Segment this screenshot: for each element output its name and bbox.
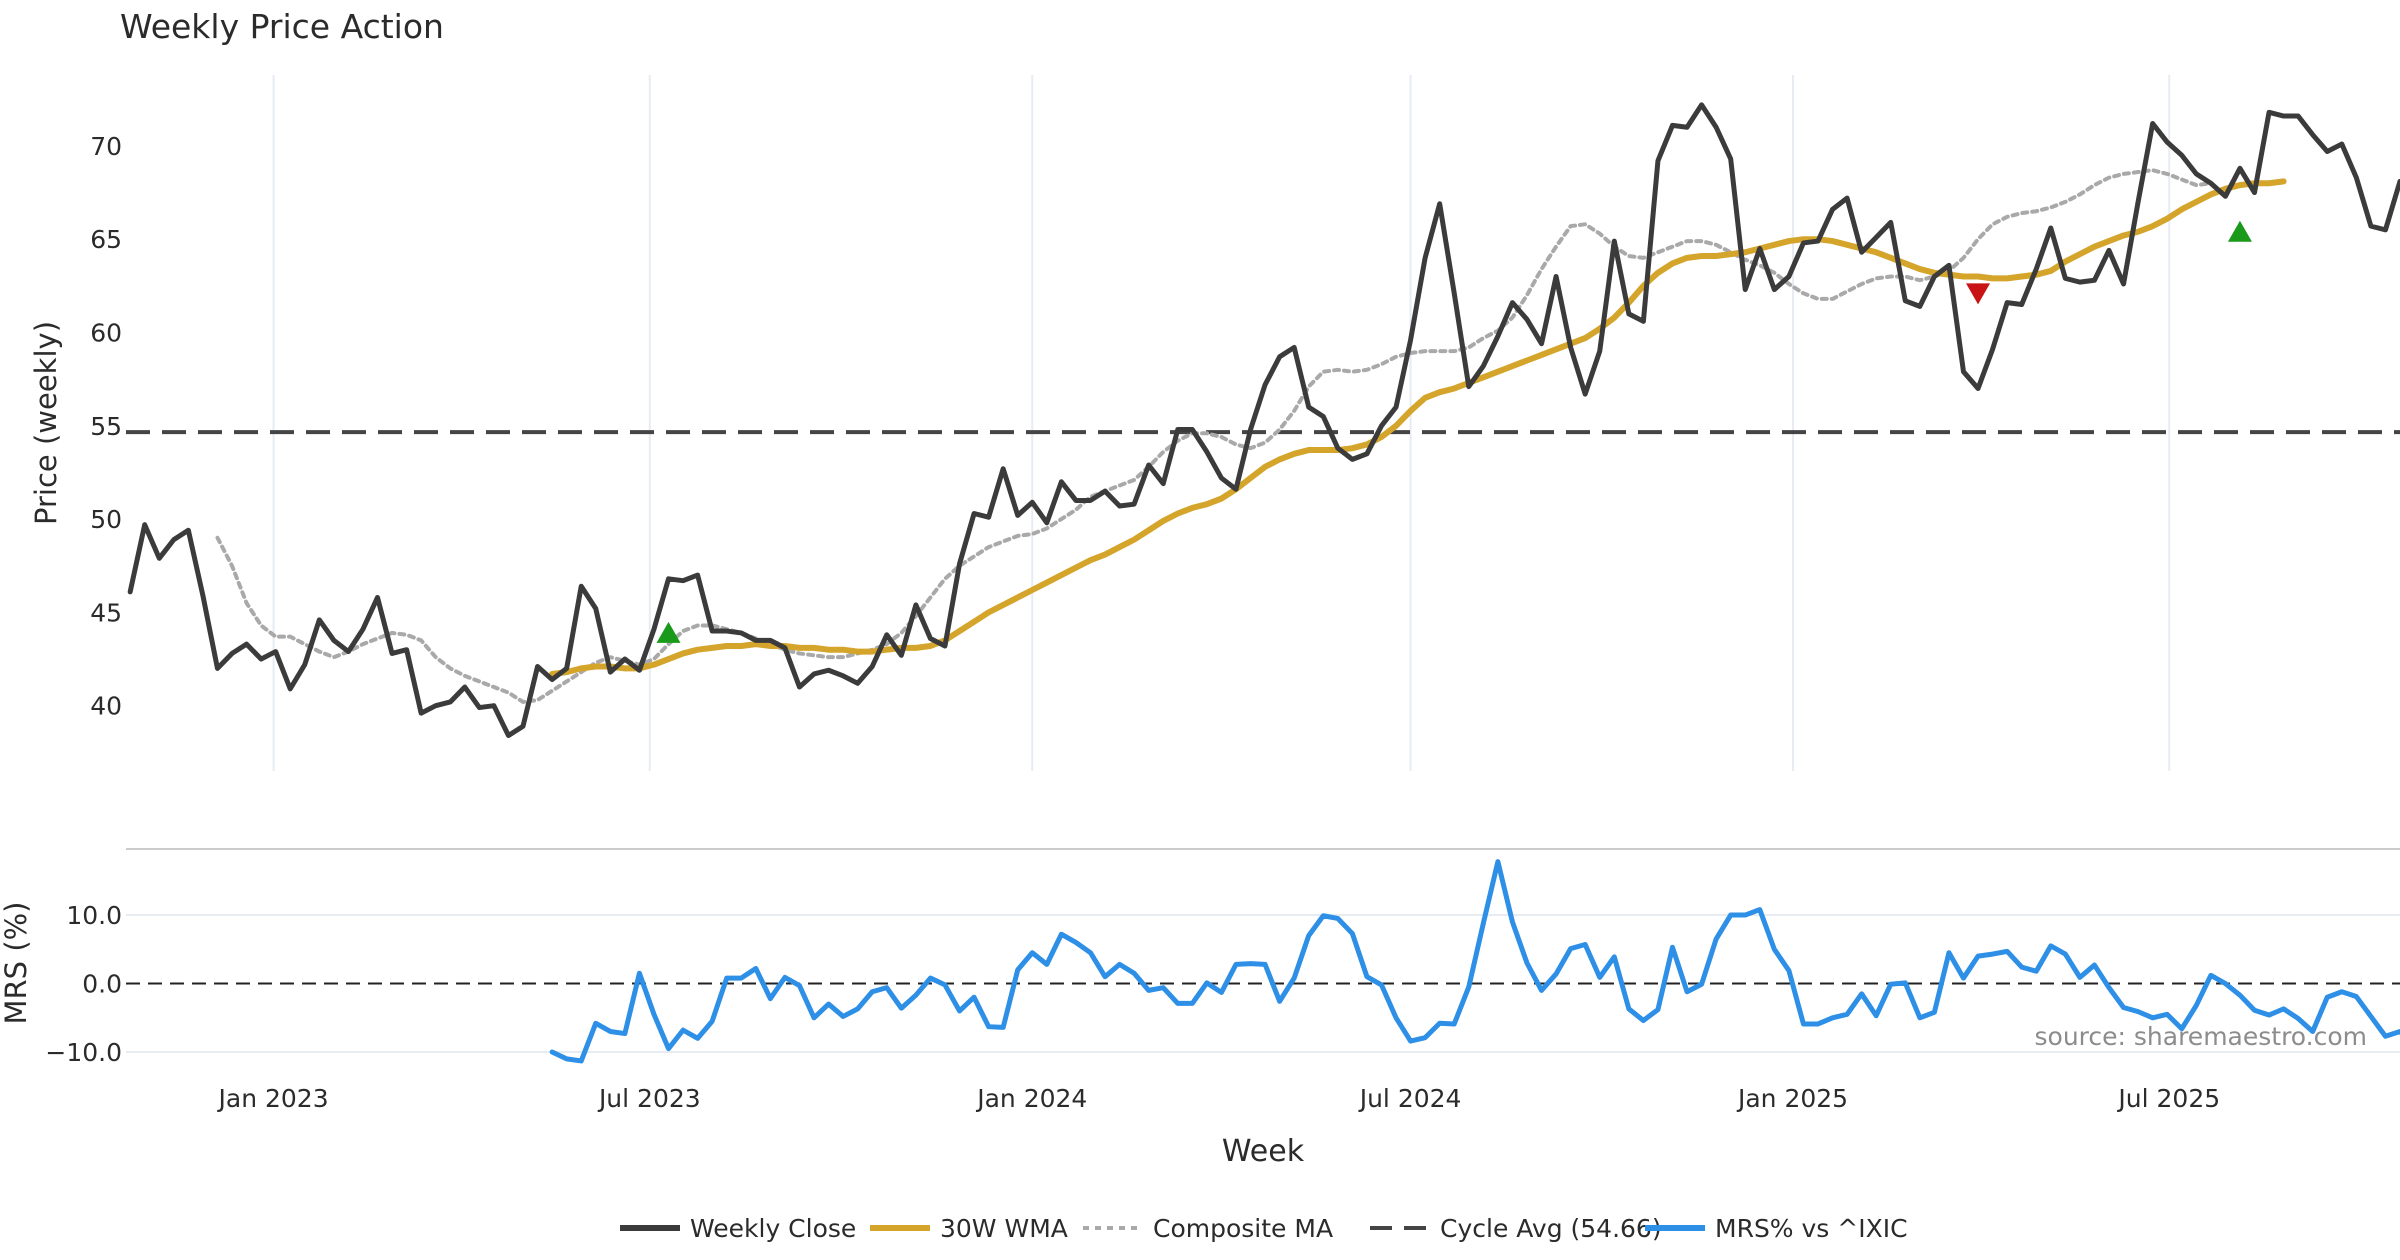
x-tick-label: Jan 2024 — [975, 1084, 1087, 1113]
x-tick-label: Jul 2025 — [2116, 1084, 2220, 1113]
price-grid — [272, 75, 2171, 771]
mrs-grid — [126, 914, 2400, 1054]
wma-30w-line — [549, 178, 2287, 677]
mrs-y-axis-label: MRS (%) — [0, 902, 33, 1025]
legend-item: Composite MA — [1083, 1214, 1333, 1243]
x-tick-label: Jul 2024 — [1358, 1084, 1462, 1113]
legend-item: Cycle Avg (54.66) — [1370, 1214, 1662, 1243]
mrs-y-tick-label: −10.0 — [45, 1038, 122, 1067]
price-series — [127, 102, 2400, 739]
x-axis-label: Week — [1222, 1134, 1305, 1169]
source-watermark: source: sharemaestro.com — [2035, 1022, 2368, 1051]
legend-item: Weekly Close — [620, 1214, 856, 1243]
price-y-tick-label: 60 — [90, 319, 122, 348]
legend-label: MRS% vs ^IXIC — [1715, 1214, 1908, 1243]
signal-markers — [656, 220, 2252, 643]
x-axis: Jan 2023 Jul 2023 Jan 2024 Jul 2024 Jan 2025… — [217, 1084, 2221, 1113]
mrs-y-axis: −10.0 0.0 10.0 — [45, 901, 122, 1067]
price-y-tick-label: 40 — [90, 692, 122, 721]
buy-signal-marker — [2227, 220, 2252, 242]
mrs-y-tick-label: 10.0 — [66, 901, 122, 930]
price-panel: 40 45 50 55 60 65 70 Price (weekly) — [29, 75, 2400, 771]
legend-label: Composite MA — [1153, 1214, 1333, 1243]
price-y-tick-label: 70 — [90, 132, 122, 161]
buy-signal-marker — [656, 621, 681, 643]
price-y-tick-label: 50 — [90, 505, 122, 534]
legend: Weekly Close 30W WMA Composite MA Cycle Avg… — [620, 1214, 1908, 1243]
legend-label: Cycle Avg (54.66) — [1440, 1214, 1662, 1243]
mrs-line — [549, 859, 2400, 1064]
price-y-tick-label: 45 — [90, 598, 122, 627]
price-y-tick-label: 65 — [90, 225, 122, 254]
chart-title: Weekly Price Action — [120, 7, 444, 46]
mrs-y-tick-label: 0.0 — [82, 970, 122, 999]
price-y-tick-label: 55 — [90, 412, 122, 441]
legend-label: Weekly Close — [690, 1214, 856, 1243]
legend-item: MRS% vs ^IXIC — [1645, 1214, 1908, 1243]
legend-item: 30W WMA — [870, 1214, 1068, 1243]
weekly-close-line — [127, 102, 2400, 739]
legend-label: 30W WMA — [940, 1214, 1068, 1243]
x-tick-label: Jul 2023 — [597, 1084, 701, 1113]
x-tick-label: Jan 2025 — [1736, 1084, 1848, 1113]
mrs-series — [549, 859, 2400, 1064]
price-y-axis-label: Price (weekly) — [29, 321, 63, 525]
x-tick-label: Jan 2023 — [217, 1084, 329, 1113]
composite-ma-line — [215, 168, 2213, 704]
price-y-axis: 40 45 50 55 60 65 70 — [90, 132, 122, 721]
sell-signal-marker — [1966, 283, 1991, 305]
mrs-panel: −10.0 0.0 10.0 MRS (%) source: sharemaestr… — [0, 859, 2400, 1067]
